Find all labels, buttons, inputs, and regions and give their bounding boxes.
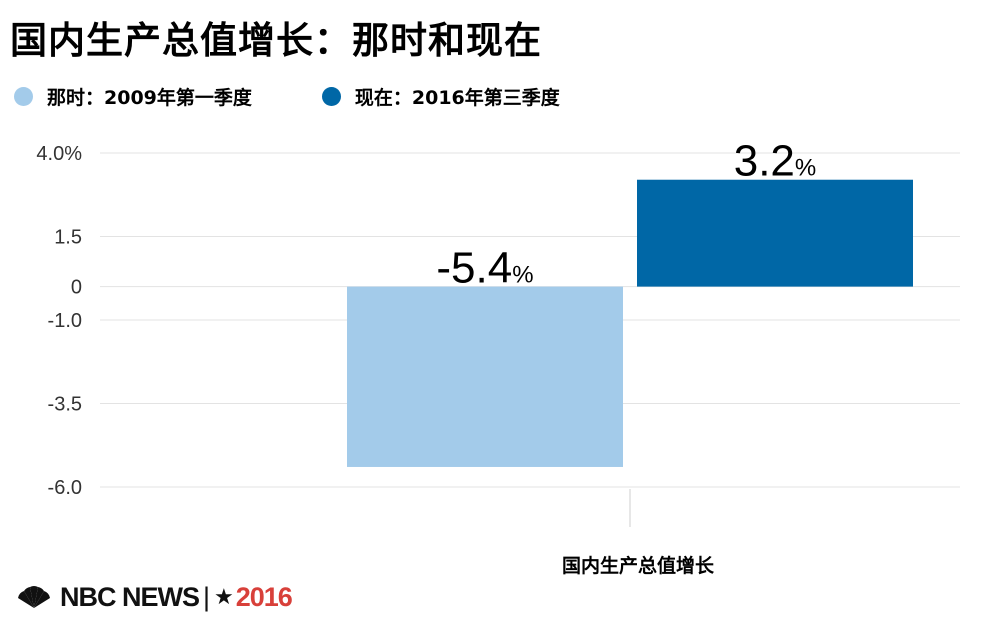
legend-label-then: 那时：2009年第一季度 [47, 86, 252, 109]
chart-title: 国内生产总值增长：那时和现在 [10, 19, 542, 62]
legend-item-now: 现在：2016年第三季度 [321, 83, 560, 110]
y-tick-label: -1.0 [48, 310, 82, 332]
bar-then [347, 286, 623, 467]
y-tick-label: -6.0 [48, 477, 82, 499]
y-tick-label: -3.5 [48, 394, 82, 416]
y-tick-label: 0 [71, 277, 82, 299]
data-label-then: -5.4% [436, 244, 533, 293]
logo-year: 2016 [235, 581, 293, 612]
legend: 那时：2009年第一季度 现在：2016年第三季度 [14, 83, 560, 110]
bar-now [637, 179, 913, 287]
star-icon: ★ [214, 584, 234, 609]
y-tick-label: 4.0% [36, 143, 82, 165]
legend-item-then: 那时：2009年第一季度 [14, 83, 252, 110]
logo-separator: | [203, 581, 211, 612]
y-tick-label: 1.5 [54, 227, 82, 249]
legend-label-now: 现在：2016年第三季度 [354, 86, 560, 109]
logo-brand: NBC NEWS [60, 581, 200, 612]
peacock-icon [18, 586, 50, 608]
x-category-label: 国内生产总值增长 [562, 554, 715, 577]
data-label-now: 3.2% [734, 137, 817, 186]
legend-swatch-now [321, 86, 341, 106]
nbc-news-logo: NBC NEWS | ★ 2016 [14, 581, 293, 612]
legend-swatch-then [14, 86, 33, 106]
